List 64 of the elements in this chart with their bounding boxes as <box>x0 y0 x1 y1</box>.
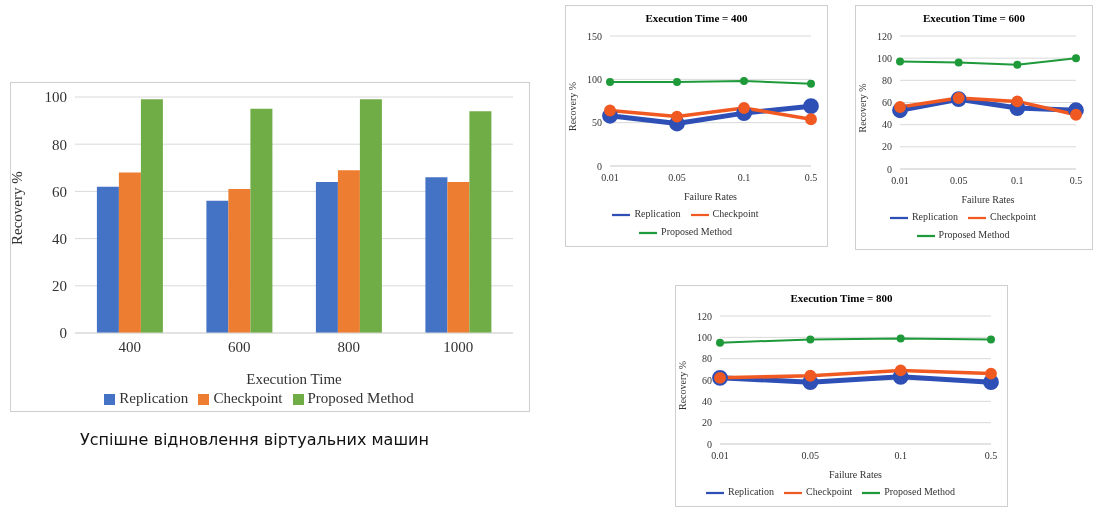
x-tick-label: 400 <box>118 338 141 355</box>
y-tick-label: 120 <box>877 30 892 42</box>
y-tick-label: 20 <box>702 417 712 429</box>
x-axis-title: Failure Rates <box>961 194 1015 205</box>
legend-label: Checkpoint <box>990 211 1037 223</box>
y-tick-label: 60 <box>702 374 712 386</box>
y-tick-label: 100 <box>697 331 712 343</box>
chart-title: Execution Time = 600 <box>921 11 1027 26</box>
legend-label: Replication <box>119 390 189 406</box>
legend-label: Proposed Method <box>307 390 414 406</box>
x-tick-label: 0.5 <box>804 172 818 184</box>
y-axis-title: Recovery % <box>676 360 688 410</box>
x-axis-title: Failure Rates <box>828 469 883 480</box>
text: Успішне відновлення віртуальних машин <box>80 430 430 449</box>
x-tick-label: 0.1 <box>737 172 751 184</box>
y-tick-label: 80 <box>702 353 712 365</box>
y-tick-label: 0 <box>707 438 712 450</box>
legend-label: Proposed Method <box>661 226 732 238</box>
y-tick-label: 60 <box>882 97 892 109</box>
chart-title: Execution Time = 400 <box>644 11 749 26</box>
x-tick-label: 0.01 <box>711 450 729 462</box>
x-tick-label: 600 <box>228 338 251 355</box>
y-tick-label: 0 <box>59 325 67 342</box>
x-tick-label: 800 <box>337 338 360 355</box>
legend-label: Proposed Method <box>938 229 1010 241</box>
y-tick-label: 80 <box>52 136 67 153</box>
x-tick-label: 0.5 <box>984 450 998 462</box>
y-tick-label: 20 <box>52 278 67 295</box>
x-tick-label: 0.1 <box>894 450 907 462</box>
x-axis-title: Failure Rates <box>683 191 738 202</box>
y-tick-label: 100 <box>587 73 602 85</box>
x-tick-label: 0.05 <box>668 172 686 184</box>
y-tick-label: 40 <box>702 395 712 407</box>
x-tick-label: 1000 <box>443 338 474 355</box>
y-tick-label: 150 <box>587 30 602 42</box>
x-axis-title: Execution Time <box>246 371 343 387</box>
y-tick-label: 0 <box>887 163 892 175</box>
x-tick-label: 0.1 <box>1011 175 1024 187</box>
x-tick-label: 0.01 <box>601 172 619 184</box>
y-tick-label: 60 <box>52 183 67 200</box>
legend-label: Replication <box>634 208 681 220</box>
y-axis-title: Recovery % <box>856 83 868 133</box>
chart-title: Execution Time = 800 <box>789 291 894 306</box>
legend-label: Checkpoint <box>712 208 759 220</box>
y-axis-title: Recovery % <box>9 171 26 245</box>
legend-label: Checkpoint <box>213 390 283 406</box>
y-tick-label: 100 <box>44 89 67 106</box>
y-tick-label: 120 <box>697 310 712 322</box>
legend-label: Replication <box>911 211 958 223</box>
y-tick-label: 50 <box>592 117 602 129</box>
legend-label: Replication <box>727 486 775 498</box>
y-tick-label: 100 <box>877 52 892 64</box>
legend-label: Proposed Method <box>884 486 956 498</box>
legend-label: Checkpoint <box>806 486 853 498</box>
y-axis-title: Recovery % <box>566 81 578 131</box>
x-tick-label: 0.01 <box>891 175 909 187</box>
y-tick-label: 40 <box>52 230 67 247</box>
x-tick-label: 0.5 <box>1069 175 1083 187</box>
y-tick-label: 80 <box>882 74 892 86</box>
x-tick-label: 0.05 <box>949 175 968 187</box>
y-tick-label: 40 <box>882 119 892 131</box>
y-tick-label: 0 <box>597 160 602 172</box>
y-tick-label: 20 <box>882 141 892 153</box>
x-tick-label: 0.05 <box>801 450 820 462</box>
